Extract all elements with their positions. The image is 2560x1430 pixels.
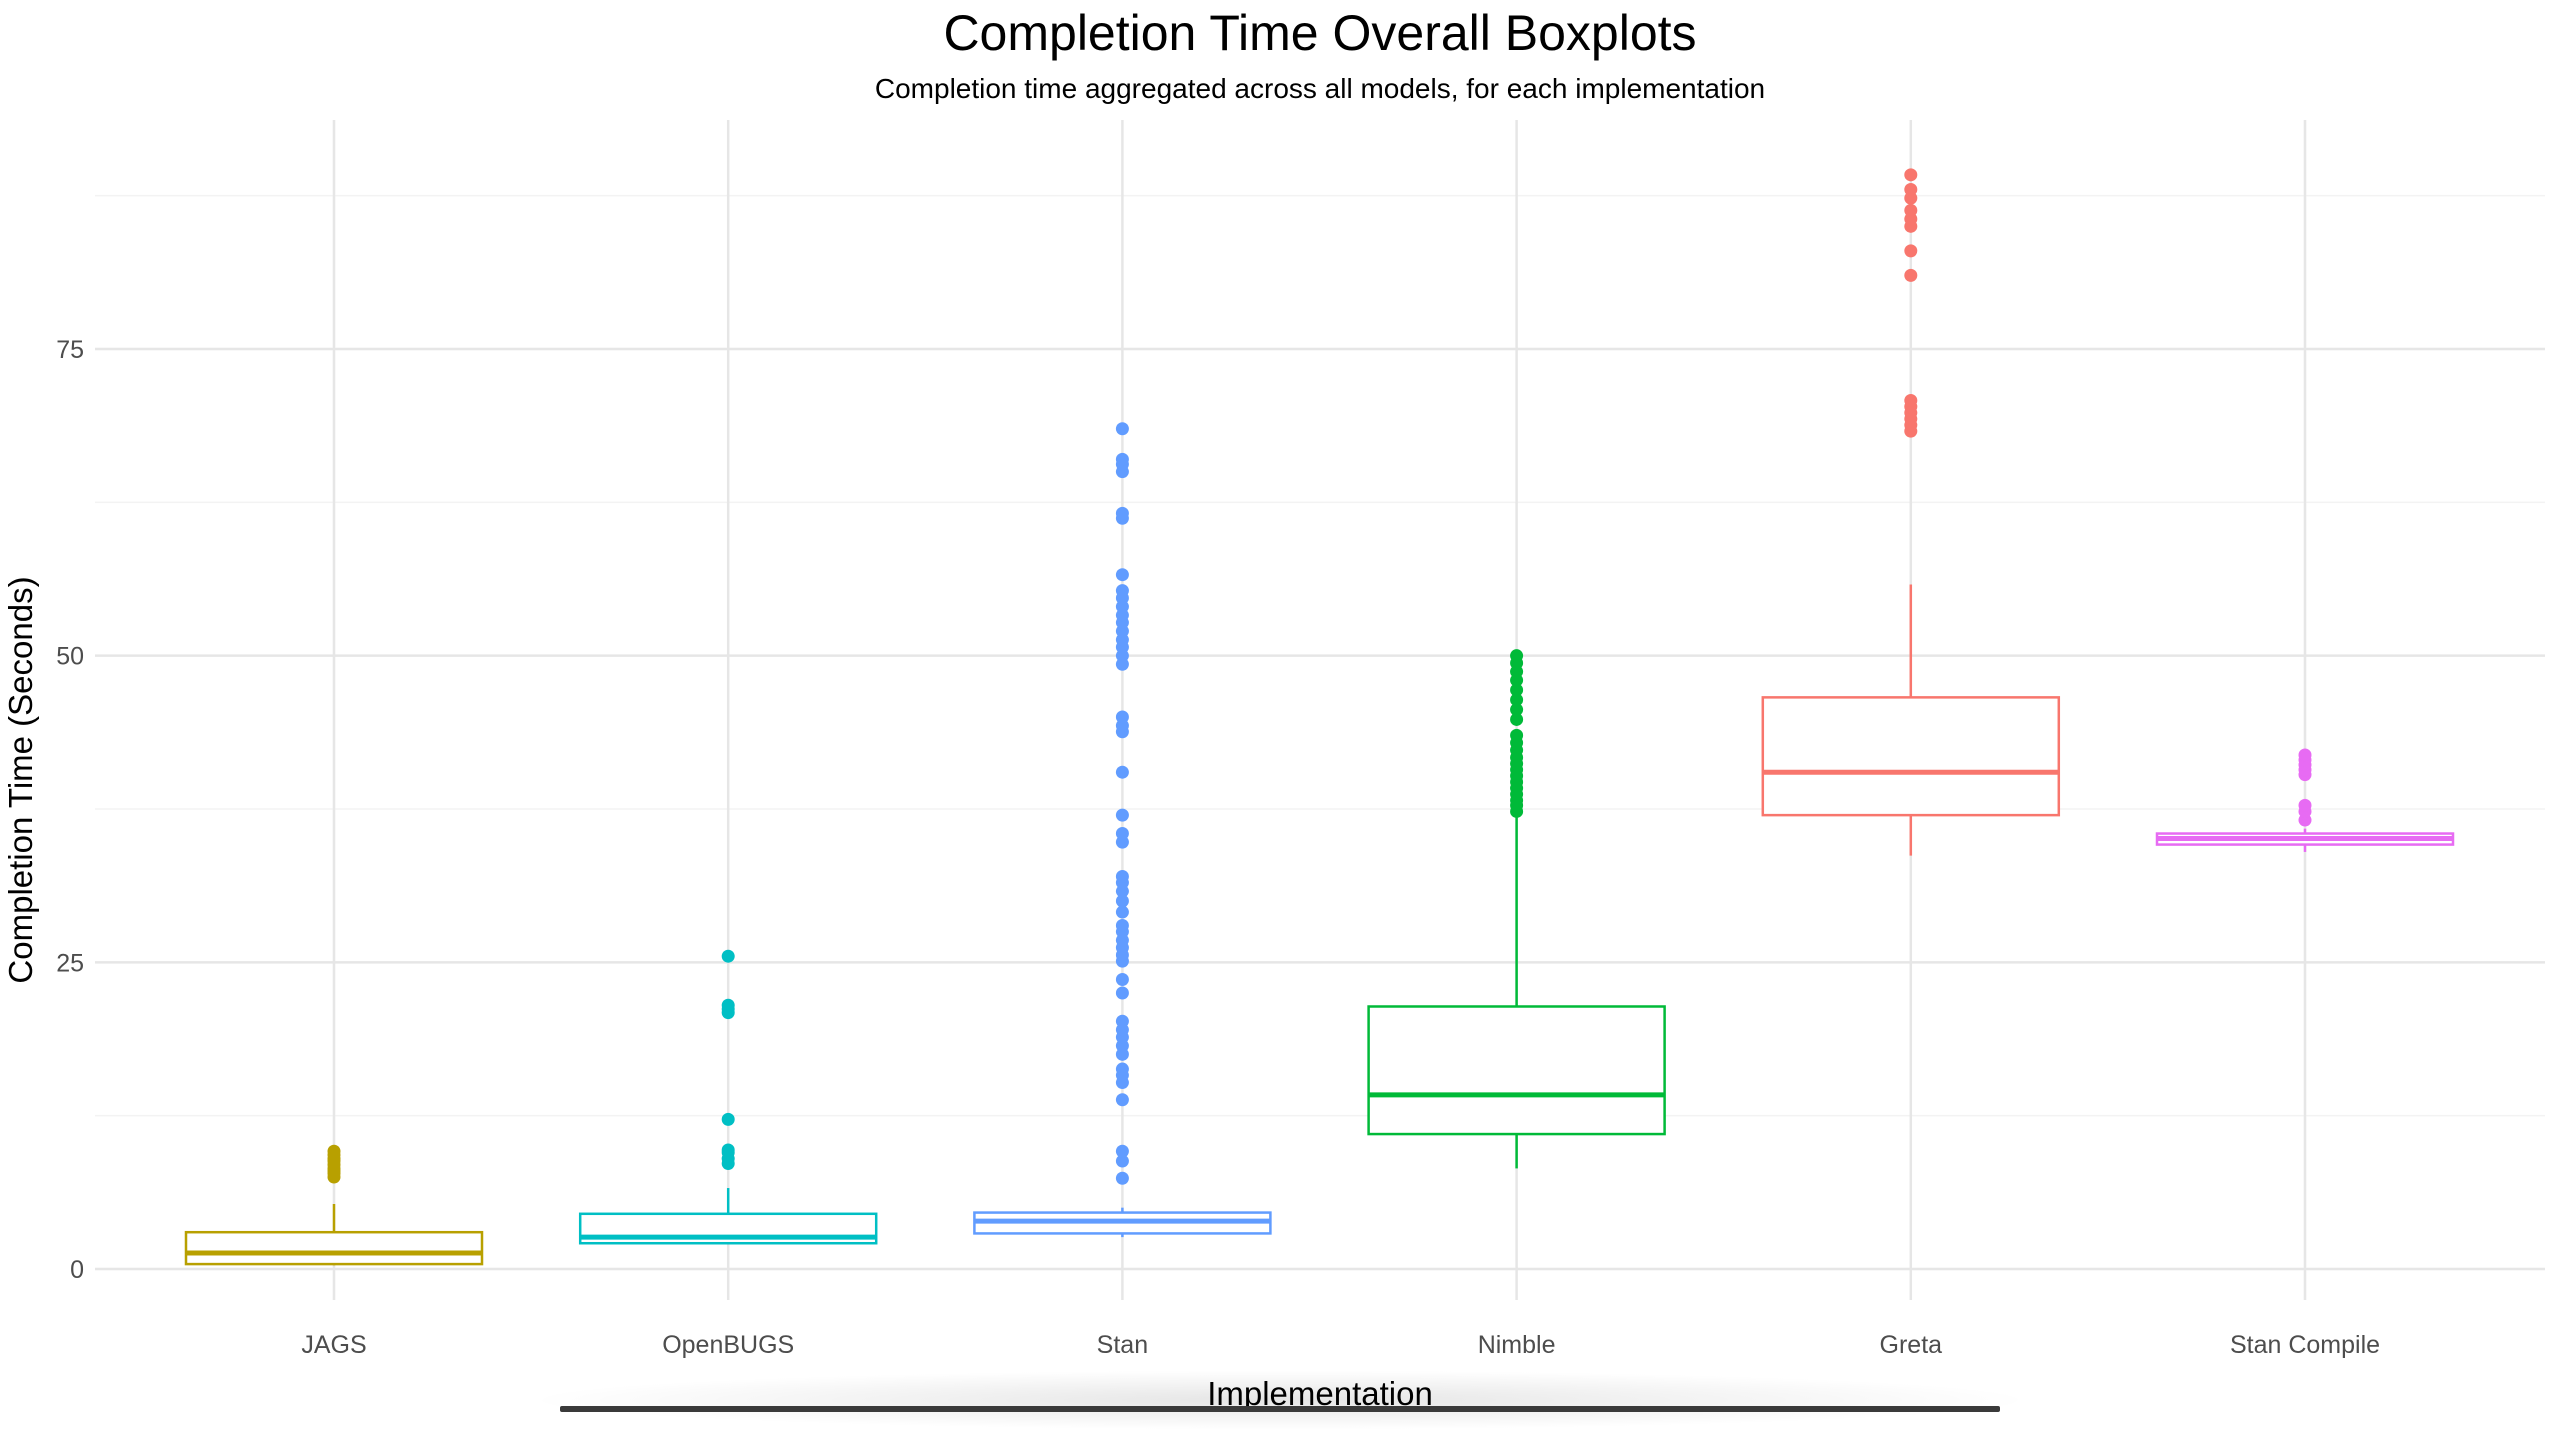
outlier-point — [1510, 683, 1524, 697]
outlier-point — [1510, 728, 1524, 742]
x-tick-label: Greta — [1880, 1331, 1943, 1359]
outlier-point — [1115, 808, 1129, 822]
outlier-point — [1115, 710, 1129, 724]
iqr-box — [1367, 1005, 1666, 1136]
boxplot-jags — [184, 1144, 484, 1266]
boxplot-nimble — [1367, 649, 1666, 1169]
outlier-point — [1904, 244, 1918, 258]
outlier-point — [1115, 1171, 1129, 1185]
x-tick-label: Stan Compile — [2230, 1331, 2380, 1359]
outlier-point — [1904, 183, 1918, 197]
outlier-point — [1115, 506, 1129, 520]
x-tick-label: JAGS — [301, 1331, 366, 1359]
y-tick-label: 0 — [70, 1256, 84, 1284]
chart-title: Completion Time Overall Boxplots — [943, 5, 1696, 61]
boxplot-stan — [973, 422, 1272, 1238]
boxplot-openbugs — [578, 949, 878, 1245]
x-tick-label: Nimble — [1478, 1331, 1556, 1359]
x-tick-label: OpenBUGS — [662, 1331, 794, 1359]
boxplot-stan-compile — [2155, 748, 2455, 852]
outlier-point — [1115, 986, 1129, 1000]
outlier-point — [1510, 703, 1524, 717]
outlier-point — [1904, 268, 1918, 282]
y-tick-label: 50 — [56, 643, 84, 671]
outlier-point — [1510, 712, 1524, 726]
y-tick-label: 25 — [56, 949, 84, 977]
outlier-point — [721, 998, 735, 1012]
outlier-point — [1115, 894, 1129, 908]
iqr-box — [184, 1230, 484, 1266]
outlier-point — [327, 1144, 341, 1158]
outlier-point — [1115, 1144, 1129, 1158]
outlier-point — [721, 1143, 735, 1157]
iqr-box — [1761, 696, 2061, 817]
outlier-point — [721, 949, 735, 963]
outlier-point — [1115, 869, 1129, 883]
x-tick-label: Stan — [1097, 1331, 1148, 1359]
outlier-point — [1904, 203, 1918, 217]
outlier-point — [1904, 168, 1918, 182]
x-axis-title: Implementation — [1207, 1375, 1433, 1412]
outlier-point — [721, 1112, 735, 1126]
outlier-point — [2298, 798, 2312, 812]
outlier-point — [1115, 584, 1129, 598]
y-axis-title: Completion Time (Seconds) — [2, 576, 39, 983]
boxplots — [184, 168, 2455, 1266]
outlier-point — [2298, 748, 2312, 762]
outlier-point — [1510, 649, 1524, 663]
outlier-point — [1115, 973, 1129, 987]
outlier-point — [1115, 919, 1129, 933]
outlier-point — [1115, 1014, 1129, 1028]
chart-subtitle: Completion time aggregated across all mo… — [875, 73, 1765, 104]
outlier-point — [1115, 1062, 1129, 1076]
outlier-point — [1115, 568, 1129, 582]
bottom-scroll-bar — [560, 1406, 2000, 1412]
outlier-point — [1115, 1154, 1129, 1168]
outlier-point — [1510, 693, 1524, 707]
tick-labels: 0 25 50 75 JAGS OpenBUGS Stan Nimble Greta Stan C… — [56, 336, 2380, 1359]
grid-lines — [95, 120, 2545, 1300]
outlier-point — [1115, 827, 1129, 841]
outlier-point — [1115, 422, 1129, 436]
outlier-point — [1904, 394, 1918, 408]
outlier-point — [1115, 452, 1129, 466]
y-tick-label: 75 — [56, 336, 84, 364]
outlier-point — [1115, 1093, 1129, 1107]
outlier-point — [1115, 765, 1129, 779]
boxplot-greta — [1761, 168, 2061, 856]
outlier-point — [1115, 905, 1129, 919]
